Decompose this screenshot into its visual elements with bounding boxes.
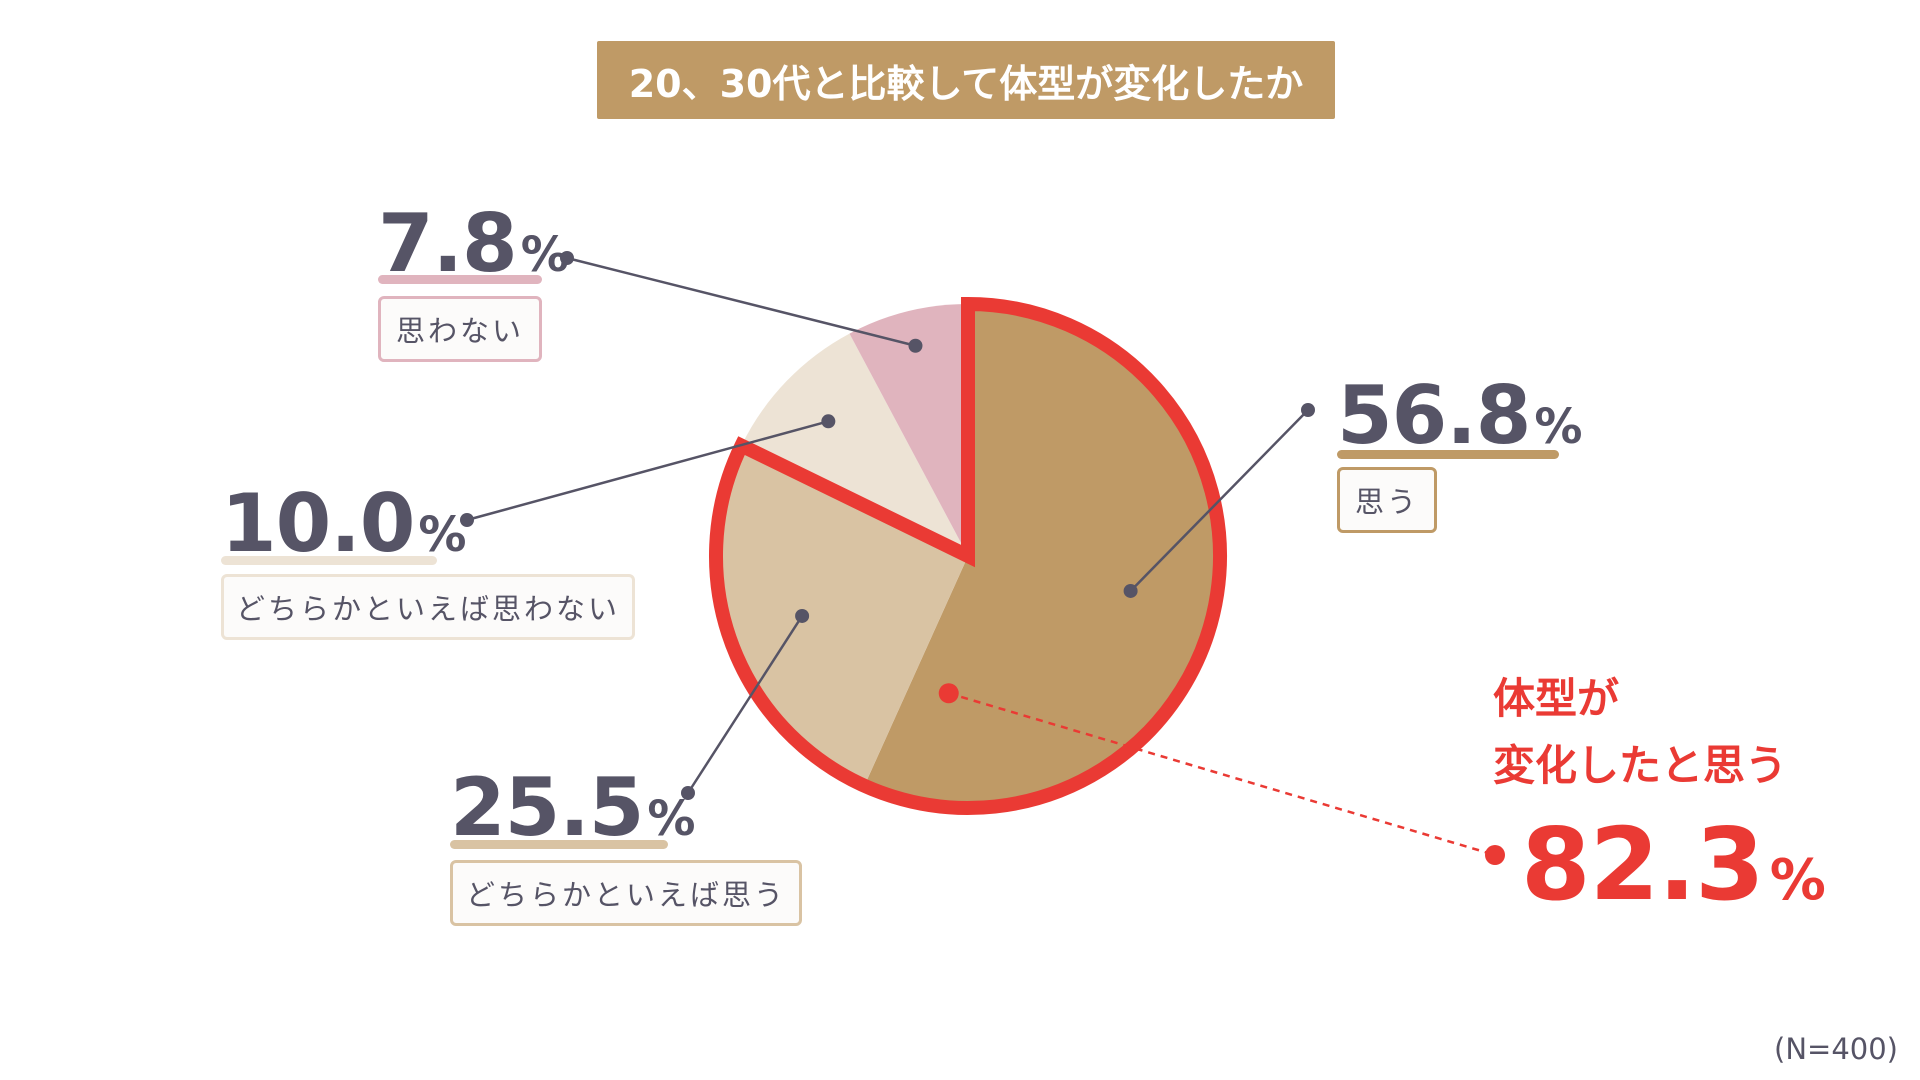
slice-value-number: 25.5 bbox=[450, 761, 644, 854]
leader-dot bbox=[795, 608, 810, 623]
slice-value-number: 7.8 bbox=[378, 197, 518, 290]
slice-category-label: どちらかといえば思わない bbox=[221, 574, 635, 640]
highlight-value-label: 82.3% bbox=[1521, 815, 1826, 915]
leader-line bbox=[466, 420, 829, 522]
slice-value-label: 56.8% bbox=[1337, 376, 1582, 456]
pie-slice bbox=[849, 304, 968, 556]
leader-dot bbox=[938, 683, 959, 704]
leader-lines bbox=[460, 251, 1505, 865]
leader-dot bbox=[681, 786, 695, 800]
percent-unit: % bbox=[1534, 399, 1582, 455]
leader-dot bbox=[821, 414, 836, 429]
slice-value-number: 10.0 bbox=[221, 477, 415, 570]
highlight-label-line1: 体型が bbox=[1493, 674, 1620, 723]
leader-line bbox=[566, 256, 916, 347]
leader-dot bbox=[908, 338, 923, 353]
leader-dot bbox=[560, 251, 574, 265]
sample-size-note: (N=400) bbox=[1774, 1032, 1898, 1066]
leader-dot bbox=[460, 513, 474, 527]
pie-slice bbox=[741, 333, 968, 556]
chart-title: 20、30代と比較して体型が変化したか bbox=[597, 41, 1335, 119]
slice-value-label: 10.0% bbox=[221, 484, 466, 564]
highlight-label-line2: 変化したと思う bbox=[1493, 741, 1788, 790]
slice-category-label: 思う bbox=[1337, 467, 1437, 533]
value-underline bbox=[221, 556, 437, 565]
leader-line bbox=[686, 615, 804, 794]
percent-unit: % bbox=[418, 507, 466, 563]
value-underline bbox=[378, 275, 542, 284]
percent-unit: % bbox=[647, 791, 695, 847]
slice-value-label: 7.8% bbox=[378, 204, 569, 284]
slice-category-label: 思わない bbox=[378, 296, 542, 362]
slice-value-number: 56.8 bbox=[1337, 369, 1531, 462]
slice-category-label: どちらかといえば思う bbox=[450, 860, 802, 926]
leader-dot bbox=[1123, 583, 1138, 598]
highlight-value-number: 82.3 bbox=[1521, 806, 1765, 923]
slice-value-label: 25.5% bbox=[450, 768, 695, 848]
leader-dot bbox=[1485, 845, 1505, 865]
value-underline bbox=[450, 840, 668, 849]
leader-dot bbox=[1301, 403, 1315, 417]
value-underline bbox=[1337, 450, 1559, 459]
percent-unit: % bbox=[1769, 848, 1826, 913]
percent-unit: % bbox=[520, 227, 569, 283]
pie-slice bbox=[864, 304, 1221, 808]
leader-line bbox=[948, 692, 1496, 857]
highlight-outline bbox=[709, 296, 1227, 815]
highlight-callout-label: 体型が 変化したと思う bbox=[1493, 665, 1787, 799]
leader-line bbox=[1129, 409, 1309, 592]
